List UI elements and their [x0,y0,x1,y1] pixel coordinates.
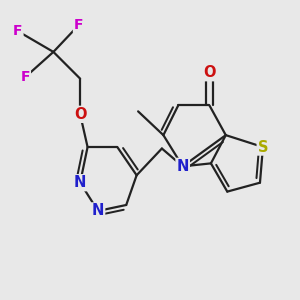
Text: N: N [92,203,104,218]
Text: S: S [258,140,268,154]
Text: F: F [74,18,83,32]
Text: O: O [74,107,86,122]
Text: O: O [203,65,216,80]
Text: F: F [13,24,22,38]
Text: N: N [74,175,86,190]
Text: F: F [20,70,30,84]
Text: N: N [176,159,189,174]
